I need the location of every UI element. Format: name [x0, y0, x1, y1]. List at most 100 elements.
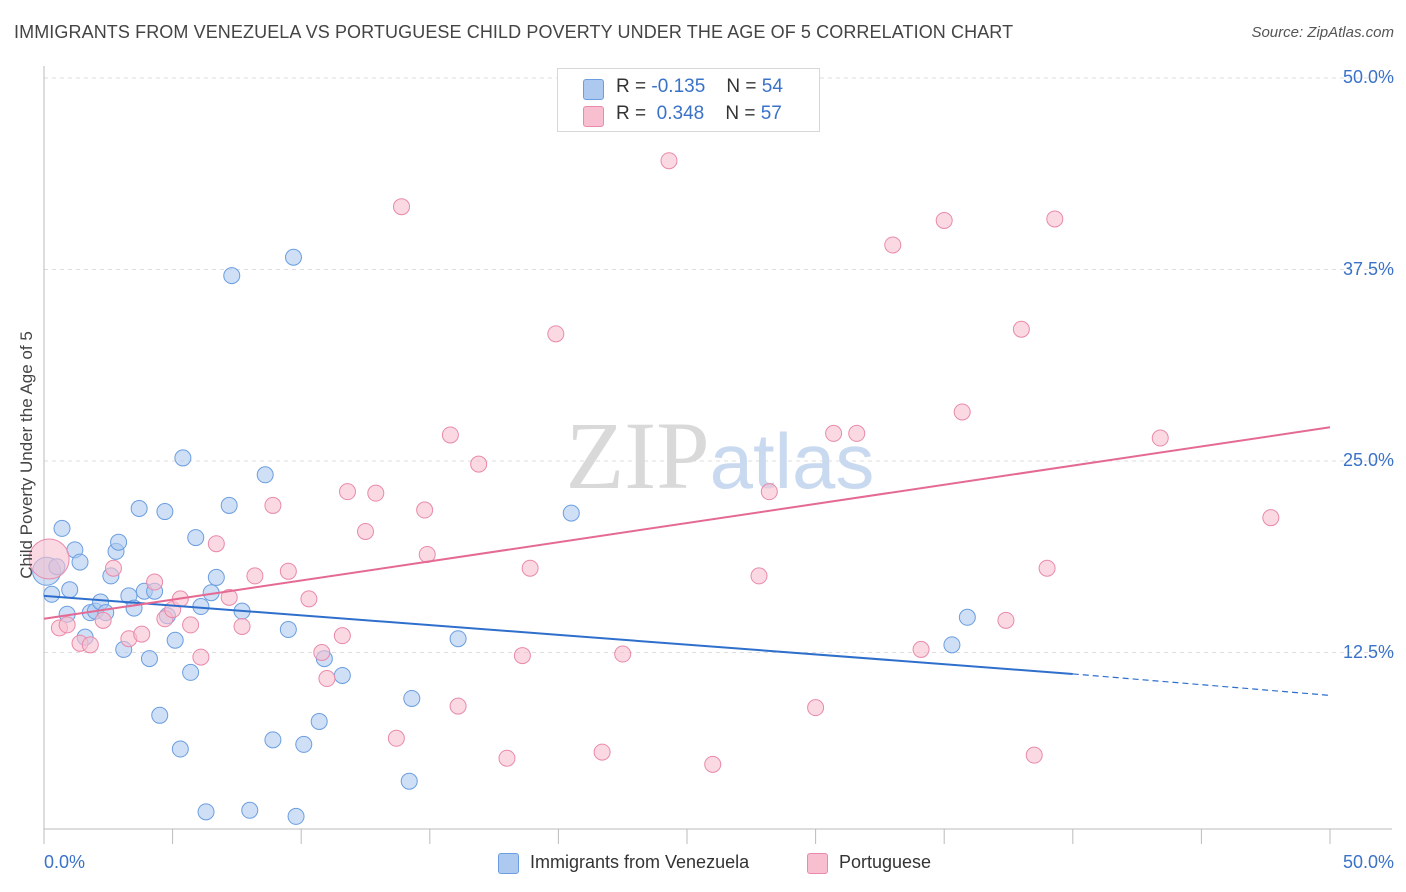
portuguese-point [884, 236, 902, 254]
axes [43, 66, 1392, 844]
portuguese-point [387, 729, 405, 747]
portuguese-point [660, 152, 678, 170]
portuguese-point [935, 211, 953, 229]
portuguese-point [997, 611, 1015, 629]
portuguese-point [279, 562, 297, 580]
venezuela-point [279, 621, 297, 639]
venezuela-swatch [498, 853, 519, 874]
venezuela-point [295, 735, 313, 753]
r-label: R = [616, 76, 647, 97]
venezuela-point [310, 712, 328, 730]
venezuela-point [943, 636, 961, 654]
venezuela-point [53, 519, 71, 537]
portuguese-point [1262, 509, 1280, 527]
y-axis-label: Child Poverty Under the Age of 5 [17, 331, 36, 579]
portuguese-swatch [807, 853, 828, 874]
venezuela-point [182, 663, 200, 681]
portuguese-point [807, 699, 825, 717]
portuguese-point [318, 670, 336, 688]
venezuela-point [207, 568, 225, 586]
venezuela-point [197, 803, 215, 821]
venezuela-trend-line [43, 594, 1073, 675]
legend-label: Portuguese [839, 852, 932, 872]
venezuela-point [130, 499, 148, 517]
venezuela-point [61, 581, 79, 599]
portuguese-point [1038, 559, 1056, 577]
venezuela-point [171, 740, 189, 758]
portuguese-point [246, 567, 264, 585]
venezuela-point [71, 553, 89, 571]
portuguese-point [333, 627, 351, 645]
portuguese-point [547, 325, 565, 343]
portuguese-point [233, 617, 251, 635]
legend-label: Immigrants from Venezuela [530, 852, 750, 872]
portuguese-point [513, 647, 531, 665]
n-label: N = [725, 103, 756, 124]
portuguese-point [300, 590, 318, 608]
n-value: 54 [761, 76, 783, 97]
chart-title: IMMIGRANTS FROM VENEZUELA VS PORTUGUESE … [14, 22, 1014, 42]
x-tick-label-max: 50.0% [1342, 852, 1394, 872]
venezuela-point [156, 503, 174, 521]
portuguese-point [338, 483, 356, 501]
venezuela-point [241, 801, 259, 819]
portuguese-point [220, 588, 238, 606]
venezuela-point [958, 608, 976, 626]
source-label: Source: ZipAtlas.com [1251, 24, 1394, 41]
venezuela-point [166, 631, 184, 649]
portuguese-trend-line [43, 426, 1331, 620]
venezuela-points [32, 248, 976, 825]
portuguese-point [207, 535, 225, 553]
portuguese-point [1046, 210, 1064, 228]
portuguese-point [133, 625, 151, 643]
portuguese-point [953, 403, 971, 421]
venezuela-point [151, 706, 169, 724]
venezuela-point [223, 267, 241, 285]
r-value: -0.135 [651, 76, 706, 97]
portuguese-point [58, 616, 76, 634]
portuguese-point [825, 424, 843, 442]
portuguese-point [182, 616, 200, 634]
venezuela-point [284, 248, 302, 266]
portuguese-point [367, 484, 385, 502]
portuguese-point [1151, 429, 1169, 447]
portuguese-point [192, 648, 210, 666]
portuguese-point [28, 538, 70, 580]
venezuela-point [174, 449, 192, 467]
portuguese-point [521, 559, 539, 577]
portuguese-swatch [583, 106, 604, 127]
portuguese-point [1012, 320, 1030, 338]
portuguese-point [498, 749, 516, 767]
y-tick-label: 50.0% [1342, 67, 1394, 87]
trend-lines [43, 426, 1331, 696]
y-tick-label: 25.0% [1342, 450, 1394, 470]
venezuela-point [400, 772, 418, 790]
portuguese-point [94, 611, 112, 629]
venezuela-point [287, 807, 305, 825]
venezuela-trend-extension [1072, 673, 1331, 696]
portuguese-point [912, 640, 930, 658]
portuguese-point [1025, 746, 1043, 764]
venezuela-point [256, 466, 274, 484]
venezuela-point [562, 504, 580, 522]
n-label: N = [726, 76, 757, 97]
grid-lines [44, 77, 1392, 653]
portuguese-point [470, 455, 488, 473]
portuguese-point [104, 559, 122, 577]
n-value: 57 [760, 103, 782, 124]
portuguese-point [146, 573, 164, 591]
portuguese-point [264, 496, 282, 514]
portuguese-point [760, 483, 778, 501]
portuguese-point [593, 743, 611, 761]
portuguese-point [357, 522, 374, 540]
portuguese-point [704, 755, 722, 773]
y-tick-label: 12.5% [1342, 641, 1394, 662]
portuguese-point [441, 426, 459, 444]
portuguese-point [393, 198, 411, 216]
venezuela-point [333, 666, 351, 684]
portuguese-point [848, 424, 866, 442]
venezuela-point [187, 529, 205, 547]
r-value: 0.348 [656, 103, 705, 124]
portuguese-point [750, 567, 768, 585]
